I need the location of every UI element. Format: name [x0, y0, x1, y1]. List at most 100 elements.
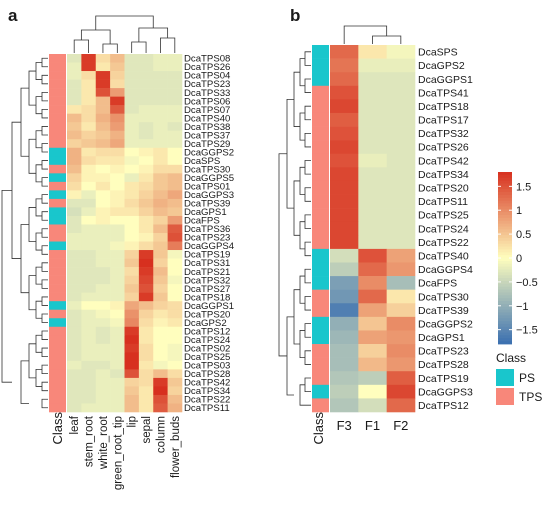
heatmap-cell	[95, 164, 111, 174]
heatmap-cell	[153, 258, 168, 268]
row-label: DcaTPS23	[184, 233, 230, 244]
colorbar-segment	[498, 309, 512, 313]
row-label: DcaTPS11	[418, 196, 468, 208]
heatmap-cell	[81, 130, 97, 140]
row-dendrogram-a	[1, 57, 48, 409]
heatmap-cell	[386, 72, 416, 87]
heatmap-cell	[153, 113, 168, 123]
heatmap-cell	[153, 403, 168, 413]
class-cell	[49, 173, 66, 183]
class-axis-label-b: Class	[311, 412, 326, 445]
colorbar-segment	[498, 301, 512, 305]
heatmap-cell	[167, 301, 183, 311]
heatmap-cell	[153, 164, 168, 174]
heatmap-cell	[167, 386, 183, 396]
heatmap-cell	[81, 190, 97, 200]
dendrogram-branch	[11, 121, 21, 259]
heatmap-cell	[386, 289, 416, 304]
heatmap-cell	[124, 275, 140, 285]
heatmap-cell	[153, 215, 168, 225]
dendrogram-branch	[35, 198, 42, 217]
heatmap-cell	[110, 198, 125, 208]
dendrogram-branch	[304, 78, 311, 93]
heatmap-cell	[167, 224, 183, 234]
dendrogram-branch	[304, 323, 311, 338]
heatmap-cell	[67, 250, 82, 259]
heatmap-cell	[167, 139, 183, 149]
heatmap-cell	[138, 96, 154, 106]
colorbar-segment	[498, 272, 512, 276]
row-labels-a: DcaTPS08DcaTPS26DcaTPS04DcaTPS23DcaTPS33…	[184, 54, 235, 414]
heatmap-cell	[386, 167, 416, 182]
heatmap-cell	[110, 147, 125, 157]
dendrogram-branch	[304, 268, 311, 284]
heatmap-cell	[67, 360, 82, 370]
class-cell	[312, 398, 329, 413]
heatmap-cell	[153, 267, 168, 276]
heatmap-cell	[167, 352, 183, 362]
heatmap-cell	[330, 235, 359, 250]
colorbar-tick-label: −1.5	[516, 325, 538, 337]
colorbar-segment	[498, 298, 512, 302]
heatmap-cell	[138, 173, 154, 183]
heatmap-cell	[153, 54, 168, 63]
heatmap-cell	[167, 164, 183, 174]
colorbar-segment	[498, 197, 512, 202]
heatmap-cell	[138, 403, 154, 413]
class-cell	[49, 377, 66, 387]
heatmap-cell	[95, 198, 111, 208]
dendrogram-branch	[304, 377, 311, 393]
dendrogram-branch	[299, 384, 305, 406]
heatmap-cell	[167, 292, 183, 302]
heatmap-cell	[153, 190, 168, 200]
heatmap-cell	[138, 71, 154, 80]
dendrogram-branch	[304, 214, 311, 229]
heatmap-cell	[67, 122, 82, 132]
class-cell	[49, 292, 66, 302]
heatmap-cell	[330, 194, 359, 209]
class-cell	[49, 343, 66, 353]
colorbar-segment	[498, 323, 512, 328]
heatmap-cell	[95, 343, 111, 353]
colorbar-segment	[498, 229, 512, 233]
heatmap-cell	[81, 207, 97, 217]
heatmap-cell	[110, 139, 125, 149]
colorbar-segment	[498, 215, 512, 219]
class-cell	[49, 258, 66, 268]
heatmap-cell	[138, 352, 154, 362]
heatmap-cell	[81, 318, 97, 328]
heatmap-cell	[124, 369, 140, 379]
heatmap-cell	[81, 62, 97, 72]
class-strip-b	[312, 45, 329, 413]
heatmap-cell	[167, 122, 183, 132]
heatmap-cell	[95, 224, 111, 234]
row-label: DcaTPS12	[418, 400, 469, 412]
heatmap-cell	[67, 130, 82, 140]
heatmap-cell	[153, 181, 168, 191]
heatmap-cell	[110, 215, 125, 225]
heatmap-cell	[330, 398, 359, 413]
heatmap-cell	[110, 207, 125, 217]
heatmap-cell	[95, 326, 111, 336]
heatmap-cell	[110, 318, 125, 328]
heatmap-cell	[330, 72, 359, 87]
dendrogram-branch	[41, 296, 48, 306]
row-label: DcaGGPS5	[184, 173, 234, 184]
heatmap-cell	[110, 250, 125, 259]
dendrogram-branch	[41, 109, 48, 119]
heatmap-cell	[95, 156, 111, 166]
heatmap-cell	[95, 258, 111, 268]
class-cell	[49, 147, 66, 157]
heatmap-cell	[358, 85, 387, 100]
dendrogram-branch	[95, 15, 154, 30]
heatmap-cell	[124, 284, 140, 293]
heatmap-cell	[167, 394, 183, 404]
row-label: DcaTPS02	[184, 343, 230, 354]
class-cell	[49, 403, 66, 413]
colorbar-tick-label: −1	[516, 301, 529, 313]
class-cell	[49, 267, 66, 276]
row-label: DcaTPS23	[184, 79, 230, 90]
heatmap-cell	[358, 384, 387, 399]
heatmap-cell	[67, 88, 82, 97]
heatmap-cell	[386, 235, 416, 250]
